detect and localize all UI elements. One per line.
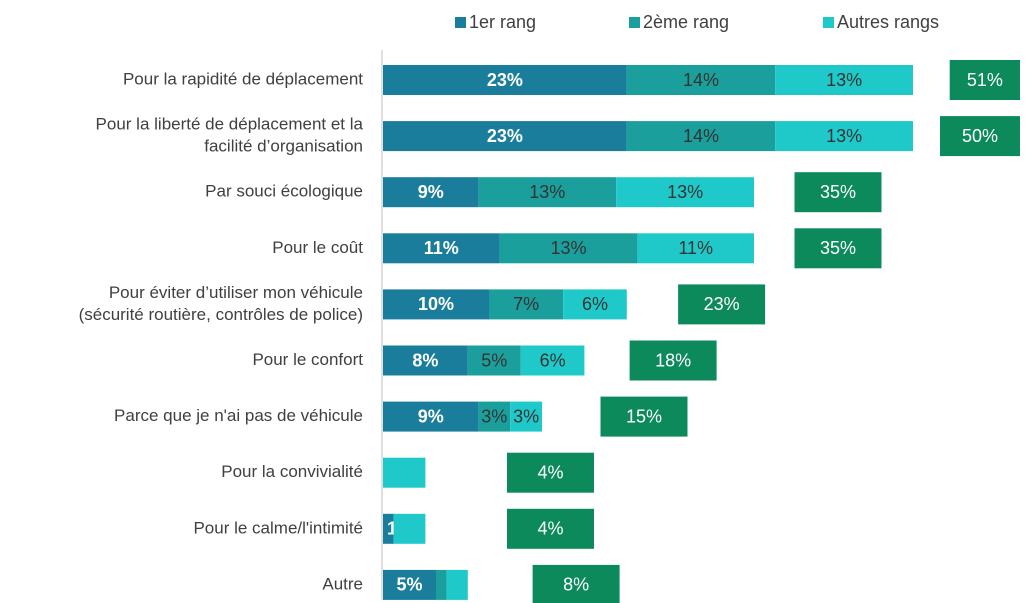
data-label: 23%: [487, 126, 523, 146]
category-label: Pour le confort: [252, 350, 363, 369]
bar-segment: [383, 65, 627, 95]
data-label: 9%: [418, 182, 444, 202]
category-label: Par souci écologique: [205, 182, 363, 201]
total-label: 4%: [537, 462, 563, 482]
legend-label: Autres rangs: [837, 12, 939, 32]
bar-segment: [383, 345, 468, 376]
bar-segment: [383, 177, 479, 208]
data-label: 5%: [481, 350, 507, 370]
category-label: Pour le calme/l'intimité: [193, 518, 363, 537]
bar-segment: [383, 569, 436, 600]
data-label: 3%: [481, 406, 507, 426]
total-box: [629, 340, 717, 381]
total-label: 35%: [820, 238, 856, 258]
bar-segment: [520, 345, 585, 376]
data-label: 9%: [418, 406, 444, 426]
data-label: 13%: [826, 70, 862, 90]
total-label: 18%: [655, 350, 691, 370]
category-label: Pour éviter d’utiliser mon véhicule: [109, 283, 363, 302]
bar-segment: [383, 289, 489, 320]
bar-segment: [489, 289, 564, 320]
data-label: 13%: [667, 182, 703, 202]
total-box: [507, 508, 594, 549]
total-box: [532, 564, 620, 603]
data-label: 14%: [683, 70, 719, 90]
total-box: [794, 228, 882, 269]
total-label: 50%: [962, 126, 998, 146]
legend-label: 2ème rang: [643, 12, 729, 32]
bar-segment: [626, 121, 776, 152]
total-label: 51%: [967, 70, 1003, 90]
bar-segment: [383, 513, 394, 544]
bar-segment: [436, 569, 447, 600]
bar-segment: [446, 569, 468, 600]
bar-segment: [637, 233, 754, 264]
bar-segment: [467, 345, 521, 376]
data-label: 13%: [529, 182, 565, 202]
legend-label: 1er rang: [469, 12, 536, 32]
bar-segment: [775, 65, 913, 95]
bar-segment: [383, 457, 426, 488]
legend-swatch: [455, 17, 466, 28]
bar-segment: [626, 65, 776, 95]
bar-segment: [775, 121, 913, 152]
total-box: [794, 172, 882, 213]
data-label: 11%: [424, 238, 459, 258]
category-label: facilité d’organisation: [204, 137, 363, 156]
category-label: Pour la liberté de déplacement et la: [96, 115, 364, 134]
total-label: 15%: [626, 406, 662, 426]
data-label: 11%: [678, 238, 713, 258]
bar-segment: [478, 401, 511, 432]
data-label: 23%: [487, 70, 523, 90]
data-label: 13%: [826, 126, 862, 146]
bar-segment: [393, 513, 426, 544]
category-label: Pour le coût: [272, 238, 363, 257]
legend-swatch: [823, 17, 834, 28]
total-box: [600, 396, 688, 437]
category-label: Pour la convivialité: [221, 462, 363, 481]
legend-swatch: [629, 17, 640, 28]
total-label: 35%: [820, 182, 856, 202]
total-box: [678, 284, 766, 325]
total-label: 8%: [563, 575, 589, 595]
data-label: 5%: [396, 575, 422, 595]
category-label: Parce que je n'ai pas de véhicule: [114, 406, 363, 425]
data-label: 8%: [412, 350, 438, 370]
total-box: [507, 452, 594, 493]
bar-segment: [383, 121, 627, 152]
bar-segment: [383, 401, 479, 432]
bar-segment: [499, 233, 638, 264]
data-label: 3%: [513, 406, 539, 426]
data-label: 13%: [550, 238, 586, 258]
category-label: (sécurité routière, contrôles de police): [79, 305, 363, 324]
data-label: 14%: [683, 126, 719, 146]
bar-segment: [510, 401, 542, 432]
total-label: 4%: [537, 519, 563, 539]
data-label: 6%: [582, 294, 608, 314]
total-label: 23%: [704, 294, 740, 314]
bar-segment: [478, 177, 617, 208]
bar-segment: [616, 177, 754, 208]
bar-segment: [383, 233, 500, 264]
category-label: Pour la rapidité de déplacement: [123, 69, 363, 88]
total-box: [940, 116, 1020, 157]
category-label: Autre: [322, 574, 363, 593]
data-label: 7%: [513, 294, 539, 314]
total-box: [949, 60, 1020, 100]
data-label: 6%: [540, 350, 566, 370]
data-label: 10%: [418, 294, 454, 314]
bar-segment: [563, 289, 627, 320]
